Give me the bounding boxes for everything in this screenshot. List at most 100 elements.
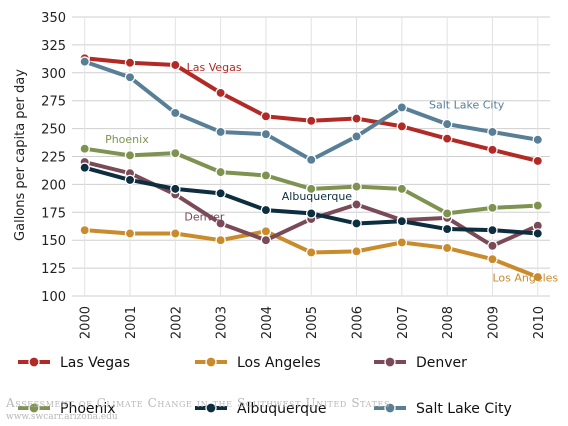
annotation-label: Phoenix	[105, 133, 149, 146]
data-point	[170, 183, 181, 195]
data-point	[79, 56, 90, 67]
data-point	[79, 224, 90, 236]
data-point	[215, 234, 226, 246]
data-point	[351, 199, 362, 210]
legend-swatch-dot	[28, 356, 40, 368]
data-point	[351, 218, 362, 229]
data-point	[215, 87, 226, 99]
annotation-label: Denver	[184, 210, 224, 223]
x-tick-label: 2004	[260, 306, 275, 339]
y-tick-label: 200	[41, 178, 66, 193]
watermark-url: www.swcarr.arizona.edu	[6, 412, 118, 422]
legend-item: Salt Lake City	[374, 401, 512, 417]
legend-swatch-dot	[205, 356, 217, 368]
y-tick-label: 150	[41, 234, 66, 249]
x-tick-label: 2000	[79, 306, 94, 339]
data-point	[260, 226, 272, 237]
legend-label: Las Vegas	[60, 355, 130, 371]
y-tick-label: 300	[41, 67, 66, 82]
data-point	[487, 202, 498, 214]
annotation-label: Albuquerque	[282, 190, 353, 203]
series-los-angeles	[79, 224, 544, 283]
series-annotations: Las Vegas Salt Lake City Phoenix Albuquerqu…	[105, 61, 558, 285]
legend-label: Albuquerque	[237, 401, 326, 417]
data-point	[351, 246, 362, 257]
x-tick-label: 2007	[396, 306, 411, 339]
data-point	[124, 150, 136, 161]
y-tick-label: 125	[41, 262, 66, 277]
data-point	[260, 170, 272, 181]
series-phoenix	[79, 143, 544, 219]
legend-swatch-dot	[28, 402, 40, 414]
x-tick-label: 2003	[215, 306, 230, 339]
legend-label: Los Angeles	[237, 355, 321, 371]
series-albuquerque	[79, 162, 544, 239]
data-point	[170, 107, 181, 119]
data-point	[532, 155, 544, 167]
data-point	[487, 144, 498, 156]
y-tick-label: 175	[41, 206, 66, 221]
data-point	[351, 181, 362, 192]
y-tick-label: 325	[41, 39, 66, 54]
data-point	[260, 111, 272, 122]
legend-label: Phoenix	[60, 401, 116, 417]
data-point	[396, 237, 408, 248]
data-point	[260, 128, 272, 140]
data-point	[124, 174, 136, 186]
data-point	[215, 126, 226, 138]
y-tick-label: 250	[41, 123, 66, 138]
legend-swatch-dot	[384, 402, 396, 414]
data-point	[532, 271, 544, 283]
x-tick-label: 2010	[532, 306, 547, 339]
data-point	[79, 162, 90, 173]
annotation-label: Los Angeles	[492, 271, 558, 284]
series-layer	[79, 53, 544, 283]
x-tick-label: 2001	[124, 306, 139, 339]
data-point	[441, 208, 453, 219]
y-axis-label: Gallons per capita per day	[13, 69, 28, 241]
data-point	[441, 133, 453, 144]
data-point	[305, 183, 317, 195]
x-tick-label: 2009	[486, 306, 501, 339]
series-salt-lake-city	[79, 56, 544, 166]
data-point	[124, 228, 136, 239]
legend-item: Las Vegas	[18, 355, 130, 371]
data-point	[441, 223, 453, 235]
y-tick-label: 100	[41, 290, 66, 305]
data-point	[441, 242, 453, 254]
annotation-label: Salt Lake City	[429, 99, 505, 112]
legend-item: Albuquerque	[195, 401, 326, 417]
x-tick-label: 2002	[169, 306, 184, 339]
data-point	[532, 228, 544, 239]
data-point	[305, 154, 317, 166]
legend-swatch-dot	[205, 402, 217, 414]
data-point	[260, 204, 272, 216]
y-axis-ticks: 100 125 150 175 200 225 250 275 300 325 350	[41, 11, 66, 305]
y-tick-label: 275	[41, 95, 66, 110]
data-point	[351, 113, 362, 124]
watermark-title: Assessment of Climate Change in the Sout…	[6, 396, 391, 410]
data-point	[396, 183, 408, 195]
data-point	[215, 166, 226, 178]
data-point	[170, 147, 181, 159]
x-axis-ticks: 2000 2001 2002 2003 2004 2005 2006 2007 2008 2009…	[79, 306, 547, 339]
data-point	[124, 57, 136, 69]
data-point	[441, 118, 453, 130]
data-point	[396, 215, 408, 227]
x-tick-label: 2008	[441, 306, 456, 339]
data-point	[487, 240, 498, 252]
legend-item: Los Angeles	[195, 355, 321, 371]
data-point	[170, 228, 181, 239]
data-point	[124, 72, 136, 83]
data-point	[396, 121, 408, 132]
data-point	[487, 253, 498, 265]
data-point	[487, 224, 498, 236]
data-point	[260, 234, 272, 246]
data-point	[532, 200, 544, 211]
data-point	[487, 126, 498, 138]
data-point	[79, 143, 90, 154]
data-point	[215, 188, 226, 199]
y-tick-label: 350	[41, 11, 66, 26]
legend: Las Vegas Los Angeles Denver Phoenix Albuque…	[18, 355, 512, 417]
